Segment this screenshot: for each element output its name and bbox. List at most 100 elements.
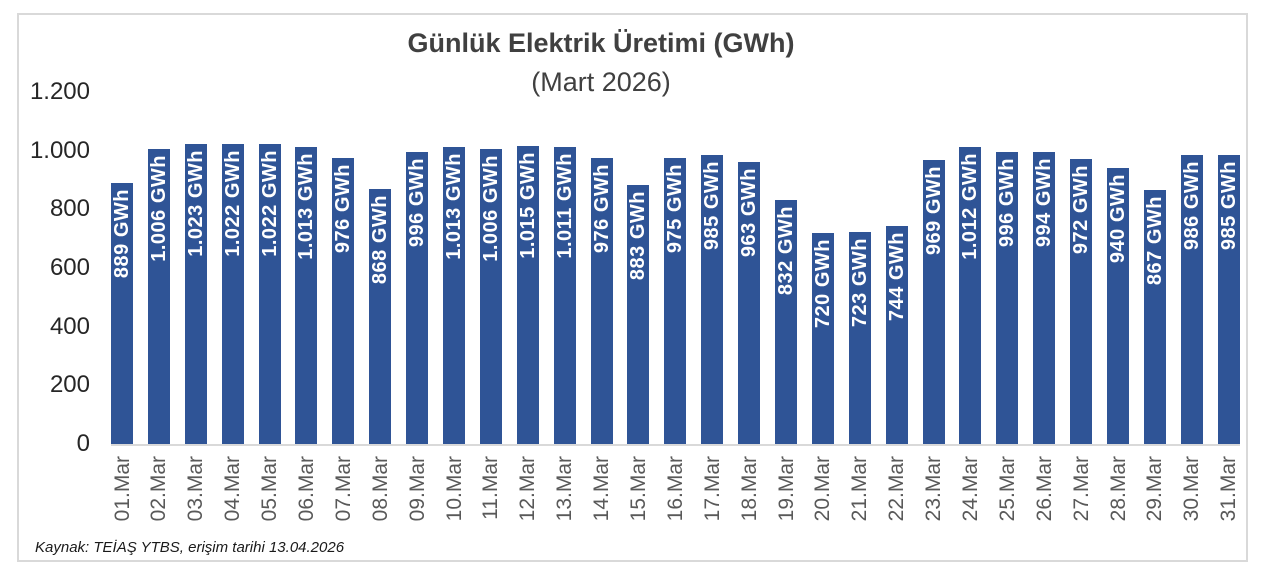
- x-axis-tick: 03.Mar: [184, 456, 207, 521]
- bar: 996 GWh: [996, 152, 1019, 444]
- bar-value-label: 720 GWh: [811, 239, 834, 329]
- bar-value-label: 1.006 GWh: [147, 155, 170, 262]
- x-axis-tick-label: 29.Mar: [1143, 456, 1167, 522]
- x-axis-tick-label: 26.Mar: [1032, 456, 1056, 522]
- x-axis-tick-label: 13.Mar: [553, 456, 577, 522]
- bar-value-label: 985 GWh: [701, 161, 724, 251]
- bar: 744 GWh: [885, 226, 908, 444]
- bar: 867 GWh: [1143, 190, 1166, 444]
- chart-title-block: Günlük Elektrik Üretimi (GWh) (Mart 2026…: [19, 27, 1183, 100]
- bar-value-label: 723 GWh: [848, 238, 871, 328]
- x-axis-tick-label: 10.Mar: [442, 456, 466, 522]
- x-axis-tick-label: 23.Mar: [922, 456, 946, 522]
- x-axis-tick: 06.Mar: [294, 456, 318, 522]
- y-axis-tick-label: 0: [76, 430, 90, 457]
- x-axis-tick: 31.Mar: [1217, 456, 1241, 522]
- bar-value-label: 996 GWh: [406, 158, 429, 248]
- x-axis-tick: 10.Mar: [442, 456, 466, 522]
- bar-value-label: 1.013 GWh: [295, 153, 318, 260]
- bar: 1.006 GWh: [147, 149, 170, 444]
- bar: 1.013 GWh: [295, 147, 318, 444]
- source-note: Kaynak: TEİAŞ YTBS, erişim tarihi 13.04.…: [35, 539, 345, 556]
- bar: 883 GWh: [627, 185, 650, 444]
- bar-value-label: 976 GWh: [590, 164, 613, 254]
- x-axis-tick: 02.Mar: [147, 456, 171, 522]
- x-axis-tick-label: 31.Mar: [1217, 456, 1241, 522]
- x-axis-tick-label: 05.Mar: [258, 456, 282, 522]
- bar-value-label: 994 GWh: [1033, 158, 1056, 248]
- x-axis-tick-label: 19.Mar: [774, 456, 798, 522]
- bar-value-label: 963 GWh: [738, 168, 761, 258]
- x-axis-tick: 29.Mar: [1143, 456, 1167, 522]
- bar: 972 GWh: [1070, 159, 1093, 444]
- x-axis-tick: 15.Mar: [626, 456, 650, 522]
- x-axis-tick: 12.Mar: [516, 456, 540, 522]
- x-axis-tick-label: 15.Mar: [626, 456, 650, 522]
- x-axis-tick: 26.Mar: [1032, 456, 1056, 522]
- x-axis-tick: 20.Mar: [811, 456, 834, 521]
- y-axis-tick-label: 1.200: [29, 78, 90, 105]
- bar-value-label: 889 GWh: [111, 189, 133, 279]
- bar: 985 GWh: [1217, 155, 1240, 444]
- x-axis-tick-label: 16.Mar: [663, 456, 687, 522]
- bar: 985 GWh: [701, 155, 724, 444]
- y-axis-tick-label: 200: [49, 371, 90, 399]
- y-axis-tick-label: 800: [49, 195, 90, 223]
- bar: 940 GWh: [1107, 168, 1130, 444]
- x-axis-tick-label: 01.Mar: [110, 456, 134, 522]
- bar: 1.011 GWh: [553, 147, 576, 444]
- x-axis-tick: 01.Mar: [110, 456, 134, 522]
- x-axis-tick-label: 12.Mar: [516, 456, 540, 522]
- bar: 1.013 GWh: [443, 147, 466, 444]
- x-axis-tick: 13.Mar: [553, 456, 577, 522]
- x-axis-tick-label: 08.Mar: [368, 456, 392, 522]
- bar: 969 GWh: [922, 160, 945, 444]
- bar-value-label: 986 GWh: [1180, 161, 1203, 251]
- x-axis-tick-label: 18.Mar: [737, 456, 761, 522]
- x-axis-tick: 16.Mar: [663, 456, 687, 522]
- bar: 975 GWh: [664, 158, 687, 444]
- bar: 1.006 GWh: [479, 149, 502, 444]
- bar-value-label: 975 GWh: [664, 164, 687, 254]
- x-axis-tick-label: 02.Mar: [147, 456, 171, 522]
- bar: 1.022 GWh: [221, 144, 244, 444]
- x-axis-tick-label: 21.Mar: [848, 456, 872, 522]
- bar-value-label: 1.015 GWh: [516, 152, 539, 259]
- bar: 832 GWh: [775, 200, 798, 444]
- bar-value-label: 883 GWh: [627, 191, 650, 281]
- x-axis-tick-label: 17.Mar: [700, 456, 724, 522]
- bar: 976 GWh: [590, 158, 613, 444]
- y-axis-tick-label: 600: [49, 254, 90, 281]
- x-axis-tick-label: 14.Mar: [590, 456, 614, 522]
- bar-value-label: 1.011 GWh: [553, 153, 576, 259]
- x-axis-tick-label: 28.Mar: [1106, 456, 1130, 522]
- bar-value-label: 868 GWh: [369, 195, 392, 285]
- x-axis-tick-label: 06.Mar: [294, 456, 318, 522]
- chart-frame: Günlük Elektrik Üretimi (GWh) (Mart 2026…: [17, 13, 1248, 562]
- x-axis-tick-label: 24.Mar: [958, 456, 982, 522]
- y-axis: 1.200 1.000 800 600 400 200 0: [19, 78, 90, 457]
- x-axis-tick: 18.Mar: [737, 456, 761, 522]
- bar: 720 GWh: [811, 233, 834, 444]
- bar-value-label: 996 GWh: [996, 158, 1019, 248]
- bar-value-label: 969 GWh: [922, 166, 945, 256]
- bar: 1.023 GWh: [184, 144, 207, 444]
- x-axis-tick: 09.Mar: [406, 456, 429, 521]
- x-axis-tick: 04.Mar: [221, 456, 244, 521]
- bar-value-label: 832 GWh: [775, 206, 798, 296]
- bar-value-label: 940 GWh: [1107, 174, 1130, 264]
- x-axis-tick: 14.Mar: [590, 456, 614, 522]
- x-axis-tick-label: 11.Mar: [479, 456, 503, 520]
- y-axis-tick-label: 1.000: [29, 136, 90, 164]
- chart-title: Günlük Elektrik Üretimi (GWh): [407, 28, 795, 58]
- bar-value-label: 976 GWh: [332, 164, 355, 254]
- x-axis-tick: 25.Mar: [996, 456, 1019, 521]
- x-axis-tick: 17.Mar: [700, 456, 724, 522]
- x-axis-tick: 05.Mar: [258, 456, 282, 522]
- x-axis-tick: 07.Mar: [332, 456, 355, 521]
- bar-value-label: 1.022 GWh: [221, 150, 244, 257]
- x-axis-tick-label: 30.Mar: [1180, 456, 1204, 522]
- bar-value-label: 744 GWh: [885, 232, 908, 322]
- bar: 868 GWh: [369, 189, 392, 444]
- bar-value-label: 1.006 GWh: [479, 155, 502, 262]
